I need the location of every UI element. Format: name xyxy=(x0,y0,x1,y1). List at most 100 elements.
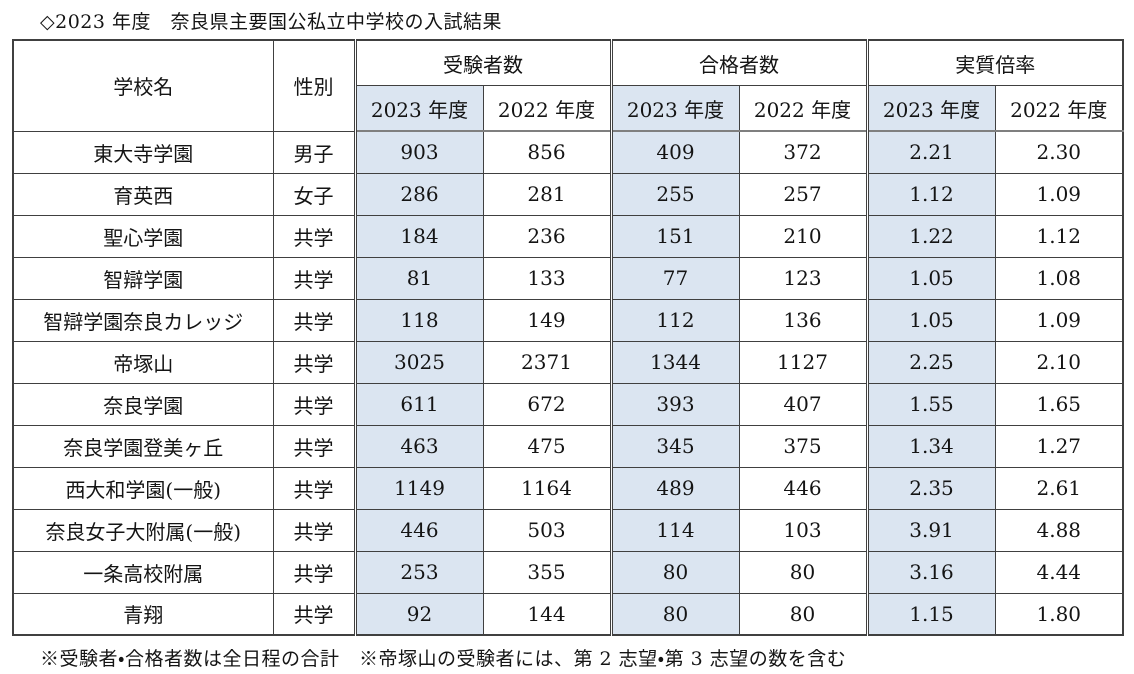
table-header: 学校名 性別 受験者数 合格者数 実質倍率 2023 年度 2022 年度 20… xyxy=(12,39,1124,132)
ratio-2023-cell: 1.12 xyxy=(865,172,996,216)
accepted-2022-cell: 257 xyxy=(738,172,868,216)
gender-cell: 共学 xyxy=(272,214,356,258)
applicants-2023-cell: 253 xyxy=(353,550,484,594)
ratio-2022-cell: 1.09 xyxy=(994,172,1124,216)
ratio-2022-cell: 1.27 xyxy=(994,424,1124,468)
header-ratio-2022: 2022 年度 xyxy=(994,85,1124,132)
applicants-2022-cell: 355 xyxy=(482,550,612,594)
accepted-2023-cell: 393 xyxy=(609,382,740,426)
table-row: 智辯学園奈良カレッジ 共学 118 149 112 136 1.05 1.09 xyxy=(12,298,1124,342)
school-name-cell: 奈良学園 xyxy=(12,382,274,426)
gender-cell: 共学 xyxy=(272,298,356,342)
ratio-2022-cell: 4.44 xyxy=(994,550,1124,594)
ratio-2022-cell: 1.65 xyxy=(994,382,1124,426)
header-ratio-group: 実質倍率 xyxy=(865,39,1124,86)
ratio-2023-cell: 1.22 xyxy=(865,214,996,258)
ratio-2022-cell: 2.30 xyxy=(994,130,1124,174)
header-applicants-group: 受験者数 xyxy=(353,39,612,86)
applicants-2022-cell: 236 xyxy=(482,214,612,258)
school-name-cell: 奈良女子大附属(一般) xyxy=(12,508,274,552)
gender-cell: 女子 xyxy=(272,172,356,216)
school-name-cell: 帝塚山 xyxy=(12,340,274,384)
school-name-cell: 育英西 xyxy=(12,172,274,216)
ratio-2022-cell: 1.08 xyxy=(994,256,1124,300)
gender-cell: 男子 xyxy=(272,130,356,174)
ratio-2022-cell: 1.80 xyxy=(994,592,1124,636)
ratio-2022-cell: 1.09 xyxy=(994,298,1124,342)
gender-cell: 共学 xyxy=(272,508,356,552)
table-row: 東大寺学園 男子 903 856 409 372 2.21 2.30 xyxy=(12,130,1124,174)
applicants-2022-cell: 2371 xyxy=(482,340,612,384)
school-name-cell: 一条高校附属 xyxy=(12,550,274,594)
accepted-2023-cell: 409 xyxy=(609,130,740,174)
ratio-2023-cell: 1.05 xyxy=(865,298,996,342)
table-row: 奈良女子大附属(一般) 共学 446 503 114 103 3.91 4.88 xyxy=(12,508,1124,552)
table-row: 青翔 共学 92 144 80 80 1.15 1.80 xyxy=(12,592,1124,636)
ratio-2023-cell: 1.55 xyxy=(865,382,996,426)
table-row: 帝塚山 共学 3025 2371 1344 1127 2.25 2.10 xyxy=(12,340,1124,384)
gender-cell: 共学 xyxy=(272,592,356,636)
ratio-2023-cell: 2.25 xyxy=(865,340,996,384)
accepted-2023-cell: 80 xyxy=(609,550,740,594)
gender-cell: 共学 xyxy=(272,340,356,384)
ratio-2022-cell: 4.88 xyxy=(994,508,1124,552)
table-row: 聖心学園 共学 184 236 151 210 1.22 1.12 xyxy=(12,214,1124,258)
ratio-2022-cell: 2.61 xyxy=(994,466,1124,510)
table-row: 育英西 女子 286 281 255 257 1.12 1.09 xyxy=(12,172,1124,216)
applicants-2023-cell: 903 xyxy=(353,130,484,174)
applicants-2022-cell: 1164 xyxy=(482,466,612,510)
applicants-2023-cell: 118 xyxy=(353,298,484,342)
applicants-2023-cell: 286 xyxy=(353,172,484,216)
gender-cell: 共学 xyxy=(272,256,356,300)
applicants-2023-cell: 3025 xyxy=(353,340,484,384)
applicants-2022-cell: 281 xyxy=(482,172,612,216)
accepted-2022-cell: 103 xyxy=(738,508,868,552)
accepted-2022-cell: 123 xyxy=(738,256,868,300)
accepted-2023-cell: 489 xyxy=(609,466,740,510)
applicants-2023-cell: 446 xyxy=(353,508,484,552)
school-name-cell: 奈良学園登美ヶ丘 xyxy=(12,424,274,468)
table-body: 東大寺学園 男子 903 856 409 372 2.21 2.30 育英西 女子 286 281 25… xyxy=(12,130,1124,636)
header-accepted-2022: 2022 年度 xyxy=(738,85,868,132)
ratio-2023-cell: 2.21 xyxy=(865,130,996,174)
accepted-2022-cell: 446 xyxy=(738,466,868,510)
school-name-cell: 西大和学園(一般) xyxy=(12,466,274,510)
accepted-2022-cell: 80 xyxy=(738,592,868,636)
accepted-2023-cell: 114 xyxy=(609,508,740,552)
gender-cell: 共学 xyxy=(272,466,356,510)
applicants-2023-cell: 184 xyxy=(353,214,484,258)
accepted-2022-cell: 372 xyxy=(738,130,868,174)
header-applicants-2023: 2023 年度 xyxy=(353,85,484,132)
header-group-row: 学校名 性別 受験者数 合格者数 実質倍率 xyxy=(12,39,1124,132)
school-name-cell: 東大寺学園 xyxy=(12,130,274,174)
applicants-2023-cell: 92 xyxy=(353,592,484,636)
table-row: 智辯学園 共学 81 133 77 123 1.05 1.08 xyxy=(12,256,1124,300)
header-applicants-2022: 2022 年度 xyxy=(482,85,612,132)
footnote: ※受験者・合格者数は全日程の合計 ※帝塚山の受験者には、第 2 志望・第 3 志… xyxy=(40,648,847,670)
accepted-2023-cell: 77 xyxy=(609,256,740,300)
applicants-2022-cell: 856 xyxy=(482,130,612,174)
school-name-cell: 智辯学園 xyxy=(12,256,274,300)
ratio-2022-cell: 2.10 xyxy=(994,340,1124,384)
page-title: ◇2023 年度 奈良県主要国公私立中学校の入試結果 xyxy=(40,11,503,33)
applicants-2022-cell: 133 xyxy=(482,256,612,300)
header-year-row: 2023 年度 2022 年度 2023 年度 2022 年度 2023 年度 … xyxy=(13,85,1124,132)
gender-cell: 共学 xyxy=(272,550,356,594)
applicants-2022-cell: 144 xyxy=(482,592,612,636)
applicants-2022-cell: 149 xyxy=(482,298,612,342)
accepted-2022-cell: 407 xyxy=(738,382,868,426)
accepted-2022-cell: 136 xyxy=(738,298,868,342)
ratio-2022-cell: 1.12 xyxy=(994,214,1124,258)
school-name-cell: 智辯学園奈良カレッジ xyxy=(12,298,274,342)
accepted-2022-cell: 1127 xyxy=(738,340,868,384)
applicants-2022-cell: 503 xyxy=(482,508,612,552)
accepted-2023-cell: 255 xyxy=(609,172,740,216)
header-accepted-group: 合格者数 xyxy=(609,39,868,86)
school-name-cell: 青翔 xyxy=(12,592,274,636)
school-name-cell: 聖心学園 xyxy=(12,214,274,258)
header-accepted-2023: 2023 年度 xyxy=(609,85,740,132)
applicants-2023-cell: 81 xyxy=(353,256,484,300)
accepted-2023-cell: 151 xyxy=(609,214,740,258)
ratio-2023-cell: 3.16 xyxy=(865,550,996,594)
